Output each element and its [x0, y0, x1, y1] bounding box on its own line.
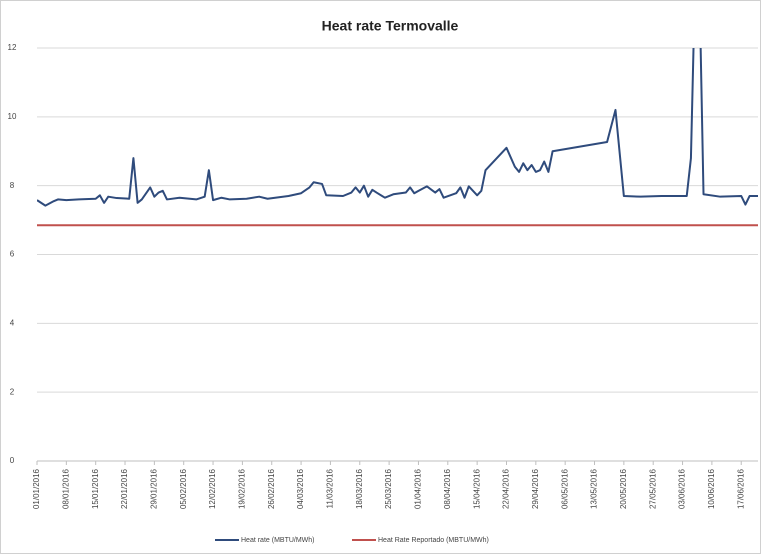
x-tick-label: 08/04/2016	[443, 468, 452, 509]
x-tick-label: 13/05/2016	[590, 468, 599, 509]
y-tick-label: 6	[10, 250, 15, 259]
legend-label: Heat rate (MBTU/MWh)	[241, 537, 315, 544]
x-tick-label: 05/02/2016	[179, 468, 188, 509]
x-tick-label: 25/03/2016	[384, 468, 393, 509]
y-tick-label: 12	[8, 43, 17, 52]
y-tick-label: 0	[10, 456, 15, 465]
legend-label: Heat Rate Reportado (MBTU/MWh)	[378, 537, 489, 544]
y-tick-label: 4	[10, 318, 15, 327]
y-tick-label: 10	[8, 112, 17, 121]
x-tick-label: 29/04/2016	[531, 468, 540, 509]
x-tick-label: 19/02/2016	[238, 468, 247, 509]
x-tick-label: 11/03/2016	[326, 468, 335, 508]
x-tick-label: 26/02/2016	[267, 468, 276, 509]
x-tick-label: 01/04/2016	[414, 468, 423, 509]
x-tick-label: 22/04/2016	[502, 468, 511, 509]
plot-area	[37, 48, 758, 227]
series-line	[37, 48, 758, 207]
x-tick-label: 20/05/2016	[619, 468, 628, 509]
x-tick-label: 10/06/2016	[707, 468, 716, 509]
x-tick-label: 22/01/2016	[120, 468, 129, 509]
x-tick-label: 15/01/2016	[91, 468, 100, 509]
y-tick-label: 2	[10, 387, 15, 396]
x-tick-label: 17/06/2016	[736, 468, 745, 509]
x-tick-label: 12/02/2016	[208, 468, 217, 509]
x-tick-label: 27/05/2016	[648, 468, 657, 509]
x-tick-label: 08/01/2016	[61, 468, 70, 509]
x-tick-label: 06/05/2016	[560, 468, 569, 509]
x-tick-label: 29/01/2016	[149, 468, 158, 509]
x-tick-label: 03/06/2016	[678, 468, 687, 509]
x-tick-label: 15/04/2016	[472, 468, 481, 509]
chart-title: Heat rate Termovalle	[322, 18, 459, 34]
x-tick-label: 01/01/2016	[32, 468, 41, 509]
y-tick-label: 8	[10, 181, 15, 190]
x-tick-label: 04/03/2016	[296, 468, 305, 509]
x-tick-label: 18/03/2016	[355, 468, 364, 509]
